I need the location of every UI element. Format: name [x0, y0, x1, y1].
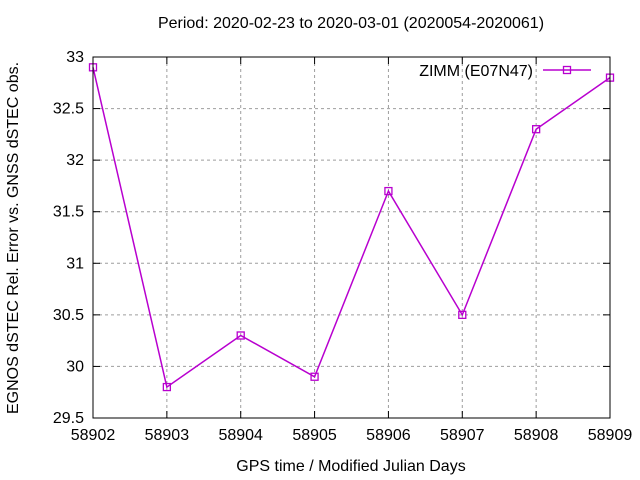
y-tick-label: 33	[66, 49, 84, 66]
data-point-marker	[310, 372, 319, 381]
y-tick-label: 30	[66, 358, 84, 375]
legend-sample-marker	[562, 65, 572, 75]
legend-sample	[543, 65, 591, 75]
x-tick-label: 58902	[71, 427, 116, 444]
x-tick-label: 58903	[145, 427, 190, 444]
x-tick-label: 58909	[588, 427, 633, 444]
axis-layer: 58902 58903 58904 58905 58906 58907 58908 58909…	[53, 49, 632, 444]
legend-label: ZIMM (E07N47)	[419, 63, 533, 80]
data-point-marker	[162, 382, 172, 392]
y-tick-label: 31.5	[53, 204, 84, 221]
x-tick-label: 58908	[514, 427, 559, 444]
y-tick-label: 29.5	[53, 410, 84, 427]
plot-border	[92, 56, 611, 419]
x-axis-label: GPS time / Modified Julian Days	[236, 458, 465, 475]
grid-layer	[93, 57, 610, 418]
x-tick-label: 58905	[292, 427, 337, 444]
x-tick-label: 58907	[440, 427, 485, 444]
x-tick-label: 58906	[366, 427, 411, 444]
y-tick-label: 32.5	[53, 101, 84, 118]
y-tick-label: 32	[66, 152, 84, 169]
x-tick-label: 58904	[218, 427, 263, 444]
data-point-marker	[531, 125, 541, 134]
data-point-marker	[384, 186, 393, 196]
y-tick-label: 31	[66, 255, 84, 272]
data-point-marker	[236, 331, 245, 340]
y-tick-label: 30.5	[53, 307, 84, 324]
data-line	[92, 67, 611, 389]
data-point-marker	[458, 310, 467, 320]
y-axis-label: EGNOS dSTEC Rel. Error vs. GNSS dSTEC ob…	[5, 62, 22, 414]
chart-title: Period: 2020-02-23 to 2020-03-01 (202005…	[158, 15, 544, 32]
series-layer	[88, 63, 615, 392]
